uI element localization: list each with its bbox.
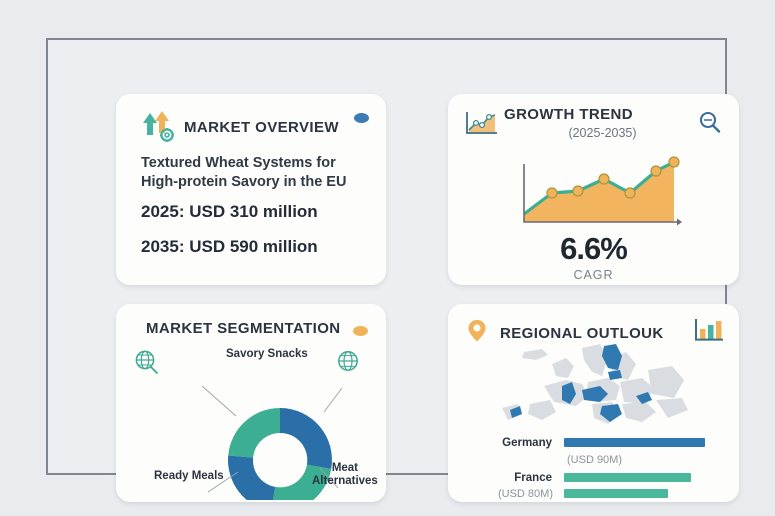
segmentation-donut-chart <box>116 340 386 502</box>
status-badge-dot <box>353 326 368 336</box>
infographic-frame: MARKET OVERVIEW Textured Wheat Systems f… <box>46 38 739 502</box>
market-segmentation-card: MARKET SEGMENTATION <box>116 304 386 502</box>
growth-trend-subtitle: (2025-2035) <box>568 126 637 140</box>
growth-trend-header: GROWTH TREND <box>462 106 633 134</box>
growth-trend-area-chart <box>508 152 683 235</box>
segment-label-meat-alternatives: Meat Alternatives <box>312 462 378 488</box>
bar-germany <box>564 438 705 447</box>
area-chart-icon <box>462 108 500 143</box>
market-overview-card: MARKET OVERVIEW Textured Wheat Systems f… <box>116 94 386 285</box>
segment-label-ready-meals: Ready Meals <box>154 470 224 482</box>
growth-arrows-gear-icon <box>133 107 179 148</box>
bar-note-france: (USD 80M) <box>497 488 553 500</box>
segment-label-meat-line2: Alternatives <box>312 475 378 488</box>
globe-icon <box>334 348 364 383</box>
bar-label-france: France <box>514 472 552 484</box>
bar-label-germany: Germany <box>502 437 552 449</box>
cagr-value: 6.6% <box>560 231 628 266</box>
bar-france <box>564 473 691 482</box>
regional-outlook-header: REGIONAL OUTLOUK <box>466 318 664 349</box>
location-pin-icon <box>466 318 488 349</box>
bar-note-germany: (USD 90M) <box>567 454 623 466</box>
segment-label-savory-snacks: Savory Snacks <box>226 348 308 360</box>
stat-2035: 2035: USD 590 million <box>141 237 318 256</box>
bar-chart-icon <box>691 316 725 349</box>
growth-trend-title: GROWTH TREND <box>504 106 633 123</box>
regional-outlook-title: REGIONAL OUTLOUK <box>500 325 664 342</box>
market-overview-title: MARKET OVERVIEW <box>184 119 339 136</box>
status-badge-dot <box>354 113 369 123</box>
bar-third <box>564 489 668 498</box>
market-overview-header: MARKET OVERVIEW <box>133 107 339 148</box>
growth-trend-card: GROWTH TREND (2025-2035) <box>448 94 739 285</box>
segment-label-meat-line1: Meat <box>331 462 359 474</box>
search-icon[interactable] <box>697 110 723 141</box>
regional-outlook-card: REGIONAL OUTLOUK <box>448 304 739 502</box>
stat-2025: 2025: USD 310 million <box>141 202 318 221</box>
market-segmentation-title: MARKET SEGMENTATION <box>146 320 341 337</box>
europe-map <box>496 342 692 441</box>
cagr-label: CAGR <box>573 268 614 282</box>
globe-search-icon <box>132 348 162 383</box>
market-overview-subtitle: Textured Wheat Systems for High-protein … <box>141 155 347 190</box>
